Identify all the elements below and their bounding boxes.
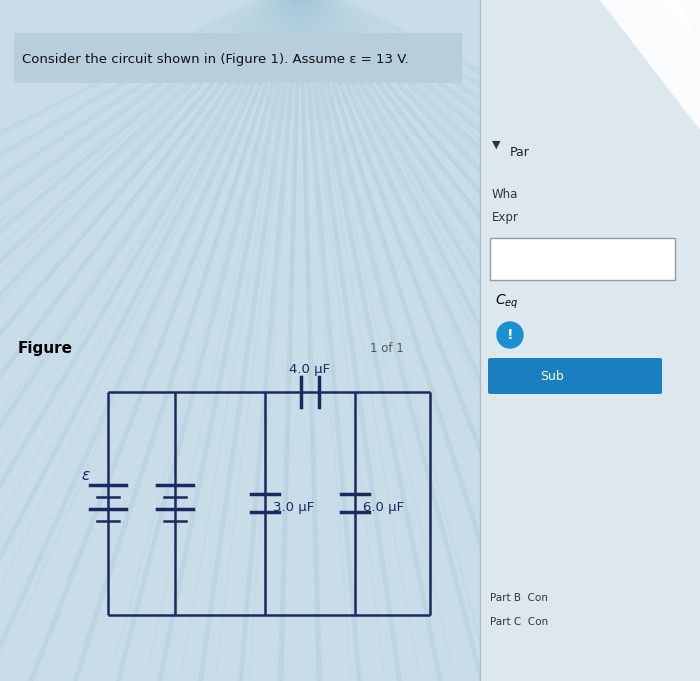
FancyBboxPatch shape [480,0,700,681]
Text: Part C  Con: Part C Con [490,617,548,627]
Polygon shape [540,0,700,130]
Text: Par: Par [510,146,530,159]
Text: !: ! [507,328,513,342]
Circle shape [497,322,523,348]
Text: 4.0 μF: 4.0 μF [289,364,330,377]
FancyBboxPatch shape [14,33,462,83]
Text: Wha: Wha [492,189,519,202]
Text: ε: ε [82,467,90,483]
Text: 3.0 μF: 3.0 μF [273,501,314,515]
Polygon shape [560,0,700,50]
Text: Consider the circuit shown in (Figure 1). Assume ε = 13 V.: Consider the circuit shown in (Figure 1)… [22,54,409,67]
Text: Expr: Expr [492,212,519,225]
Text: ▼: ▼ [492,140,500,150]
Text: Figure: Figure [18,340,73,355]
Text: Sub: Sub [540,370,564,383]
Text: Part B  Con: Part B Con [490,593,548,603]
FancyBboxPatch shape [488,358,662,394]
FancyBboxPatch shape [490,238,675,280]
Text: 6.0 μF: 6.0 μF [363,501,404,515]
Text: 1 of 1: 1 of 1 [370,341,404,355]
Text: $C_{eq}$: $C_{eq}$ [495,293,519,311]
